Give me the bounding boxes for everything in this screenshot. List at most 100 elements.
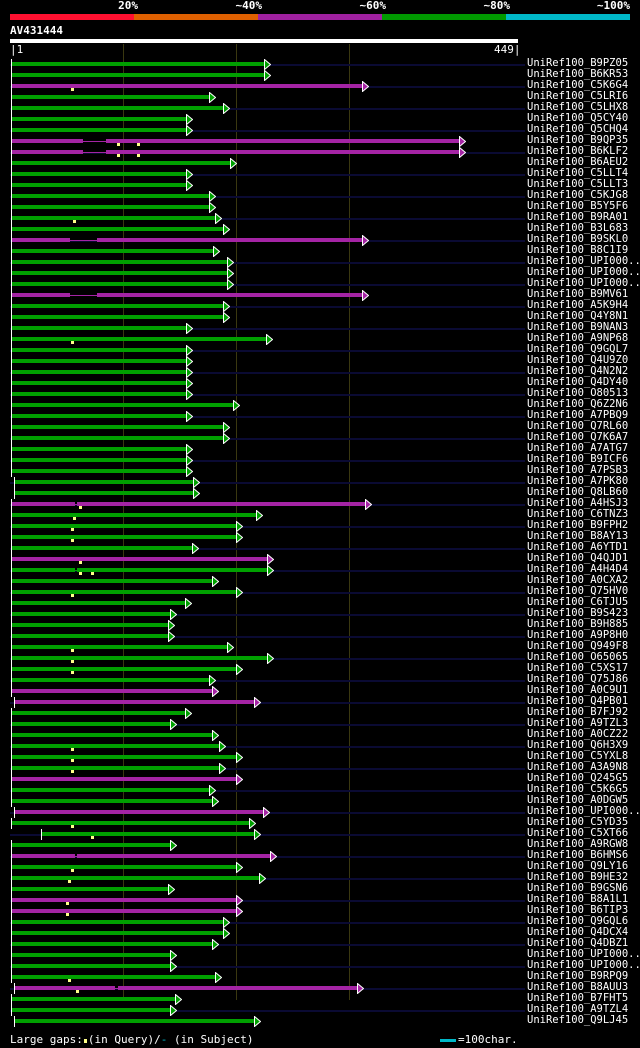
alignment-bar[interactable]	[12, 623, 170, 627]
alignment-bar[interactable]	[12, 392, 188, 396]
hit-label[interactable]: UniRef100_Q9GQL6	[527, 915, 629, 927]
hit-label[interactable]: UniRef100_Q7K6A7	[527, 431, 629, 443]
hit-row[interactable]: UniRef100_Q4N2N2	[0, 366, 640, 378]
hit-label[interactable]: UniRef100_UPI000..	[527, 959, 640, 971]
hit-label[interactable]: UniRef100_A9P8H0	[527, 629, 629, 641]
hit-label[interactable]: UniRef100_C5YXL8	[527, 750, 629, 762]
hit-label[interactable]: UniRef100_B9FPH2	[527, 519, 629, 531]
hit-label[interactable]: UniRef100_B6TIP3	[527, 904, 629, 916]
hit-row[interactable]: UniRef100_Q6H3X9	[0, 740, 640, 752]
hit-label[interactable]: UniRef100_Q4DY40	[527, 376, 629, 388]
alignment-bar[interactable]	[12, 667, 237, 671]
hit-label[interactable]: UniRef100_Q4U9Z0	[527, 354, 629, 366]
hit-row[interactable]: UniRef100_Q949F8	[0, 641, 640, 653]
alignment-bar[interactable]	[12, 997, 176, 1001]
alignment-bar[interactable]	[12, 260, 228, 264]
hit-label[interactable]: UniRef100_Q7RL60	[527, 420, 629, 432]
hit-label[interactable]: UniRef100_A0DGW5	[527, 794, 629, 806]
alignment-bar[interactable]	[77, 502, 366, 506]
alignment-bar[interactable]	[12, 315, 225, 319]
alignment-bar[interactable]	[12, 62, 265, 66]
hit-label[interactable]: UniRef100_A0CXA2	[527, 574, 629, 586]
hit-row[interactable]: UniRef100_C6TJU5	[0, 597, 640, 609]
alignment-bar[interactable]	[12, 931, 225, 935]
hit-label[interactable]: UniRef100_C6TNZ3	[527, 508, 629, 520]
hit-row[interactable]: UniRef100_A5K9H4	[0, 300, 640, 312]
hit-row[interactable]: UniRef100_Q9LY16	[0, 860, 640, 873]
hit-row[interactable]: UniRef100_A4H4D4	[0, 564, 640, 576]
alignment-bar[interactable]	[12, 359, 188, 363]
hit-row[interactable]: UniRef100_B6KR53	[0, 69, 640, 81]
alignment-bar[interactable]	[12, 117, 188, 121]
alignment-bar[interactable]	[12, 194, 210, 198]
alignment-bar[interactable]	[12, 722, 172, 726]
alignment-bar[interactable]	[12, 304, 225, 308]
hit-row[interactable]: UniRef100_UPI000..	[0, 806, 640, 818]
hit-row[interactable]: UniRef100_O80513	[0, 388, 640, 400]
hit-row[interactable]: UniRef100_B7FHT5	[0, 992, 640, 1005]
alignment-bar[interactable]	[97, 293, 364, 297]
hit-label[interactable]: UniRef100_B7FHT5	[527, 992, 629, 1004]
hit-row[interactable]: UniRef100_Q4U9Z0	[0, 354, 640, 367]
alignment-bar[interactable]	[12, 898, 237, 902]
hit-row[interactable]: UniRef100_Q9GQL6	[0, 915, 640, 928]
hit-label[interactable]: UniRef100_A4HSJ3	[527, 497, 629, 509]
hit-row[interactable]: UniRef100_A9RGW8	[0, 839, 640, 851]
hit-label[interactable]: UniRef100_B9ICF6	[527, 453, 629, 465]
hit-label[interactable]: UniRef100_A7PBQ9	[527, 409, 629, 421]
alignment-bar[interactable]	[12, 766, 220, 770]
alignment-bar[interactable]	[12, 953, 172, 957]
alignment-bar[interactable]	[12, 865, 237, 869]
alignment-bar[interactable]	[12, 1008, 172, 1012]
hit-row[interactable]: UniRef100_A0C9U1	[0, 685, 640, 697]
hit-label[interactable]: UniRef100_C5KJG8	[527, 189, 629, 201]
hit-row[interactable]: UniRef100_Q4DY40	[0, 376, 640, 389]
alignment-bar[interactable]	[15, 480, 194, 484]
hit-row[interactable]: UniRef100_B9NAN3	[0, 321, 640, 334]
hit-label[interactable]: UniRef100_B9NAN3	[527, 321, 629, 333]
alignment-bar[interactable]	[12, 909, 237, 913]
hit-row[interactable]: UniRef100_B9SKL0	[0, 233, 640, 246]
hit-label[interactable]: UniRef100_B9H885	[527, 618, 629, 630]
hit-label[interactable]: UniRef100_B9SKL0	[527, 233, 629, 245]
hit-row[interactable]: UniRef100_B9FPH2	[0, 519, 640, 532]
hit-row[interactable]: UniRef100_A4HSJ3	[0, 497, 640, 510]
alignment-bar[interactable]	[12, 502, 75, 506]
alignment-bar[interactable]	[12, 777, 237, 781]
alignment-bar[interactable]	[12, 106, 225, 110]
hit-row[interactable]: UniRef100_C5YD35	[0, 817, 640, 829]
hit-row[interactable]: UniRef100_UPI000..	[0, 959, 640, 972]
hit-label[interactable]: UniRef100_Q6Z2N6	[527, 398, 629, 410]
hit-row[interactable]: UniRef100_B9QP35	[0, 135, 640, 147]
hit-row[interactable]: UniRef100_C6TNZ3	[0, 508, 640, 521]
hit-row[interactable]: UniRef100_Q9LJ45	[0, 1015, 640, 1027]
alignment-bar[interactable]	[106, 139, 460, 143]
hit-row[interactable]: UniRef100_A7PSB3	[0, 465, 640, 477]
alignment-bar[interactable]	[15, 1019, 255, 1023]
hit-row[interactable]: UniRef100_A3A9N8	[0, 761, 640, 774]
alignment-bar[interactable]	[106, 150, 460, 154]
alignment-bar[interactable]	[117, 986, 358, 990]
alignment-bar[interactable]	[12, 546, 193, 550]
hit-row[interactable]: UniRef100_B9PZ05	[0, 58, 640, 70]
hit-row[interactable]: UniRef100_Q4DBZ1	[0, 937, 640, 950]
alignment-bar[interactable]	[15, 700, 255, 704]
hit-label[interactable]: UniRef100_Q245G5	[527, 772, 629, 784]
hit-label[interactable]: UniRef100_Q9LY16	[527, 860, 629, 872]
hit-row[interactable]: UniRef100_Q5CY40	[0, 113, 640, 125]
alignment-bar[interactable]	[12, 887, 170, 891]
alignment-bar[interactable]	[12, 227, 225, 231]
alignment-bar[interactable]	[12, 678, 210, 682]
alignment-bar[interactable]	[42, 832, 255, 836]
alignment-bar[interactable]	[12, 249, 215, 253]
hit-row[interactable]: UniRef100_UPI000..	[0, 266, 640, 279]
hit-label[interactable]: UniRef100_C5XT66	[527, 827, 629, 839]
hit-row[interactable]: UniRef100_B9RPQ9	[0, 971, 640, 983]
alignment-bar[interactable]	[12, 381, 188, 385]
hit-label[interactable]: UniRef100_Q4DBZ1	[527, 937, 629, 949]
hit-label[interactable]: UniRef100_UPI000..	[527, 266, 640, 278]
hit-label[interactable]: UniRef100_A3A9N8	[527, 761, 629, 773]
hit-label[interactable]: UniRef100_C5XS17	[527, 662, 629, 674]
hit-row[interactable]: UniRef100_B8AUU3	[0, 982, 640, 994]
alignment-bar[interactable]	[12, 139, 83, 143]
